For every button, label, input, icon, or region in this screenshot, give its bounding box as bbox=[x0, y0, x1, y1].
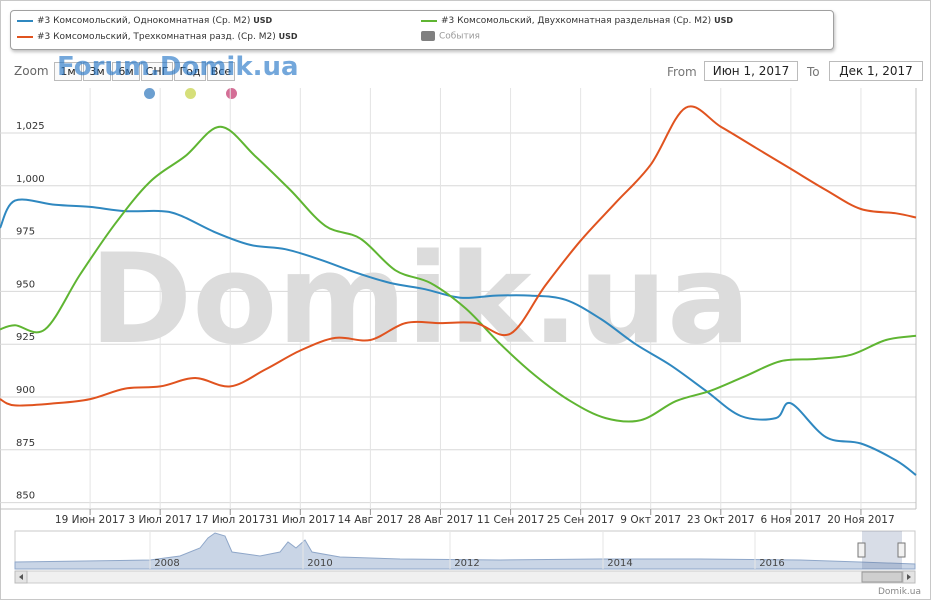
events-swatch bbox=[421, 31, 435, 41]
range-to-label: To bbox=[807, 65, 820, 79]
legend-item-2room[interactable]: #3 Комсомольский, Двухкомнатная раздельн… bbox=[421, 16, 733, 26]
legend-unit: USD bbox=[278, 32, 298, 41]
zoom-6m-button[interactable]: 6м bbox=[112, 62, 140, 81]
legend-swatch bbox=[17, 19, 33, 22]
legend-item-3room[interactable]: #3 Комсомольский, Трехкомнатная разд. (С… bbox=[17, 32, 298, 42]
legend-item-1room[interactable]: #3 Комсомольский, Однокомнатная (Ср. M2)… bbox=[17, 16, 272, 26]
navigator-year-label: 2014 bbox=[607, 558, 632, 569]
range-from-input[interactable]: Июн 1, 2017 bbox=[704, 61, 798, 81]
watermark-forum: Forum.Domik.ua bbox=[57, 52, 299, 82]
legend-label: #3 Комсомольский, Трехкомнатная разд. (С… bbox=[37, 32, 276, 42]
range-to-input[interactable]: Дек 1, 2017 bbox=[829, 61, 923, 81]
range-from-label: From bbox=[667, 65, 697, 79]
zoom-ytd-button[interactable]: СНГ bbox=[141, 62, 173, 81]
chevron-left-icon bbox=[19, 574, 23, 580]
zoom-1y-button[interactable]: Год bbox=[174, 62, 206, 81]
navigator-handle-right[interactable] bbox=[897, 542, 906, 558]
legend-swatch bbox=[17, 35, 33, 38]
legend: #3 Комсомольский, Однокомнатная (Ср. M2)… bbox=[10, 10, 834, 50]
legend-unit: USD bbox=[714, 16, 733, 25]
navigator-year-label: 2016 bbox=[759, 558, 784, 569]
zoom-3m-button[interactable]: 3м bbox=[83, 62, 111, 81]
zoom-all-button[interactable]: Все bbox=[207, 62, 235, 81]
legend-item-events[interactable]: События bbox=[421, 31, 480, 42]
legend-unit: USD bbox=[253, 16, 273, 25]
scrollbar-track[interactable] bbox=[14, 570, 916, 584]
navigator-handle-left[interactable] bbox=[857, 542, 866, 558]
navigator-mask bbox=[862, 531, 902, 569]
credit-link[interactable]: Domik.ua bbox=[878, 587, 921, 597]
flag-marker-pink[interactable] bbox=[226, 88, 237, 99]
legend-label: #3 Комсомольский, Однокомнатная (Ср. M2) bbox=[37, 16, 251, 26]
zoom-1m-button[interactable]: 1м bbox=[54, 62, 82, 81]
legend-swatch bbox=[421, 19, 437, 22]
navigator-series bbox=[14, 532, 916, 570]
navigator-year-label: 2012 bbox=[454, 558, 479, 569]
flag-marker-blue[interactable] bbox=[144, 88, 155, 99]
chevron-right-icon bbox=[907, 574, 911, 580]
navigator-year-label: 2010 bbox=[307, 558, 332, 569]
legend-label: #3 Комсомольский, Двухкомнатная раздельн… bbox=[441, 16, 712, 26]
navigator-year-label: 2008 bbox=[154, 558, 179, 569]
flag-marker-yellow[interactable] bbox=[185, 88, 196, 99]
legend-label: События bbox=[439, 31, 480, 42]
navigator-years: 2008 2010 2012 2014 2016 bbox=[149, 531, 785, 569]
scrollbar-thumb[interactable] bbox=[861, 571, 903, 583]
zoom-label: Zoom bbox=[14, 64, 49, 78]
